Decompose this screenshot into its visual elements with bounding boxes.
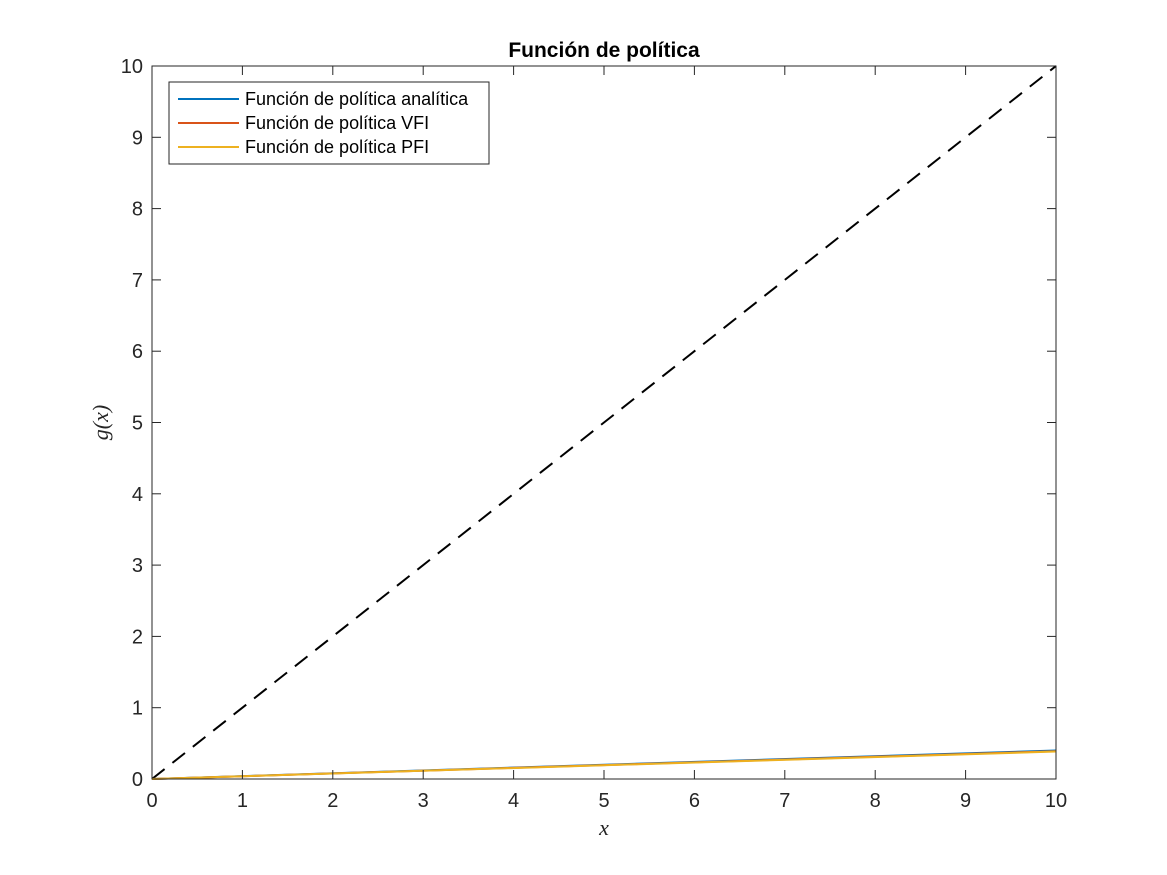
y-tick-label: 10 — [121, 56, 143, 78]
x-tick-label: 6 — [689, 790, 700, 812]
x-tick-label: 5 — [598, 790, 609, 812]
y-tick-label: 5 — [132, 413, 143, 435]
identity-line-45deg — [151, 65, 1057, 780]
y-tick-label: 8 — [132, 199, 143, 221]
y-tick-label: 7 — [132, 270, 143, 292]
x-tick-label: 2 — [327, 790, 338, 812]
y-tick-label: 1 — [132, 698, 143, 720]
y-tick-label: 6 — [132, 341, 143, 363]
x-tick-label: 9 — [960, 790, 971, 812]
x-tick-label: 1 — [237, 790, 248, 812]
series-layer — [151, 65, 1057, 780]
legend-entry: Función de política VFI — [245, 113, 429, 133]
y-axis-label: g(x) — [88, 405, 113, 440]
x-tick-label: 8 — [870, 790, 881, 812]
y-tick-label: 0 — [132, 769, 143, 791]
y-tick-label: 3 — [132, 555, 143, 577]
legend-entry: Función de política analítica — [245, 89, 469, 109]
x-tick-label: 10 — [1045, 790, 1067, 812]
y-tick-label: 4 — [132, 484, 143, 506]
x-tick-label: 4 — [508, 790, 519, 812]
y-tick-label: 2 — [132, 626, 143, 648]
legend: Función de política analítica Función de … — [168, 81, 490, 165]
x-tick-label: 0 — [146, 790, 157, 812]
series-line-3 — [151, 750, 1057, 780]
chart-title: Función de política — [508, 39, 700, 62]
x-tick-label: 7 — [779, 790, 790, 812]
axes-box — [151, 65, 1057, 780]
legend-entry: Función de política PFI — [245, 137, 429, 157]
x-axis-label: x — [598, 815, 609, 840]
y-tick-label: 9 — [132, 127, 143, 149]
tick-labels: 0 1 2 3 4 5 6 7 8 9 10 0 1 2 3 4 5 6 7 8 9 10 — [121, 56, 1067, 812]
x-tick-label: 3 — [418, 790, 429, 812]
